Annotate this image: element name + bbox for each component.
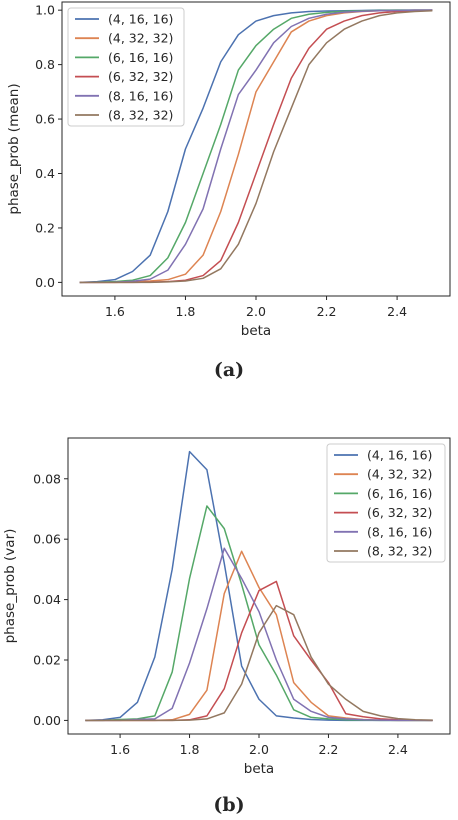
x-axis-label: beta (241, 323, 271, 339)
x-tick-label: 1.6 (110, 742, 130, 757)
y-tick-label: 0.2 (35, 220, 55, 235)
legend-entry: (8, 32, 32) (367, 544, 432, 559)
y-tick-label: 0.00 (33, 713, 61, 728)
y-axis-label: phase_prob (mean) (6, 83, 22, 214)
y-tick-label: 0.08 (33, 471, 61, 486)
x-tick-label: 2.2 (319, 742, 339, 757)
legend-entry: (8, 16, 16) (367, 524, 432, 539)
x-axis-ticks: 1.6 1.8 2.0 2.2 2.4 (105, 296, 407, 319)
legend-entry: (8, 32, 32) (108, 108, 173, 123)
y-axis-label: phase_prob (var) (2, 529, 18, 644)
x-tick-label: 2.2 (317, 304, 337, 319)
y-tick-label: 0.04 (33, 592, 61, 607)
x-tick-label: 2.4 (387, 304, 407, 319)
x-tick-label: 1.6 (105, 304, 125, 319)
legend-entry: (6, 16, 16) (367, 486, 432, 501)
figure-caption: (b) (213, 794, 244, 816)
y-tick-label: 0.02 (33, 653, 61, 668)
legend-entry: (6, 32, 32) (108, 69, 173, 84)
series-line (79, 9, 433, 284)
legend-entry: (6, 16, 16) (108, 50, 173, 65)
y-tick-label: 0.8 (35, 57, 55, 72)
x-tick-label: 1.8 (176, 304, 196, 319)
y-tick-label: 1.0 (35, 3, 55, 18)
y-tick-label: 0.6 (35, 112, 55, 127)
series-line (85, 604, 433, 722)
legend: (4, 16, 16) (4, 32, 32) (6, 16, 16) (6, 32,… (67, 7, 185, 127)
series-line (79, 9, 433, 284)
x-axis-label: beta (244, 761, 274, 777)
x-tick-label: 1.8 (180, 742, 200, 757)
series-line (85, 550, 433, 722)
y-tick-label: 0.0 (35, 275, 55, 290)
x-axis-ticks: 1.6 1.8 2.0 2.2 2.4 (110, 734, 408, 757)
legend-entry: (8, 16, 16) (108, 88, 173, 103)
chart-panel-b: 1.6 1.8 2.0 2.2 2.4 0.00 0.02 0.04 0.06 0.08 beta p… (2, 437, 451, 816)
legend-entry: (4, 32, 32) (108, 31, 173, 46)
legend-entry: (4, 16, 16) (108, 12, 173, 27)
x-tick-label: 2.0 (246, 304, 266, 319)
series-lines (79, 9, 433, 284)
x-tick-label: 2.0 (249, 742, 269, 757)
chart-panel-a: 1.6 1.8 2.0 2.2 2.4 0.0 0.2 0.4 0.6 0.8 1.0 beta pha… (6, 1, 451, 381)
legend: (4, 16, 16) (4, 32, 32) (6, 16, 16) (6, 32,… (326, 443, 446, 563)
legend-entry: (4, 32, 32) (367, 467, 432, 482)
legend-entry: (4, 16, 16) (367, 448, 432, 463)
legend-entry: (6, 32, 32) (367, 505, 432, 520)
y-axis-ticks: 0.0 0.2 0.4 0.6 0.8 1.0 (35, 3, 62, 290)
figure-caption: (a) (214, 359, 244, 381)
y-axis-ticks: 0.00 0.02 0.04 0.06 0.08 (33, 471, 68, 728)
series-lines (85, 450, 433, 722)
series-line (85, 547, 433, 722)
y-tick-label: 0.4 (35, 166, 55, 181)
x-tick-label: 2.4 (388, 742, 408, 757)
y-tick-label: 0.06 (33, 532, 61, 547)
